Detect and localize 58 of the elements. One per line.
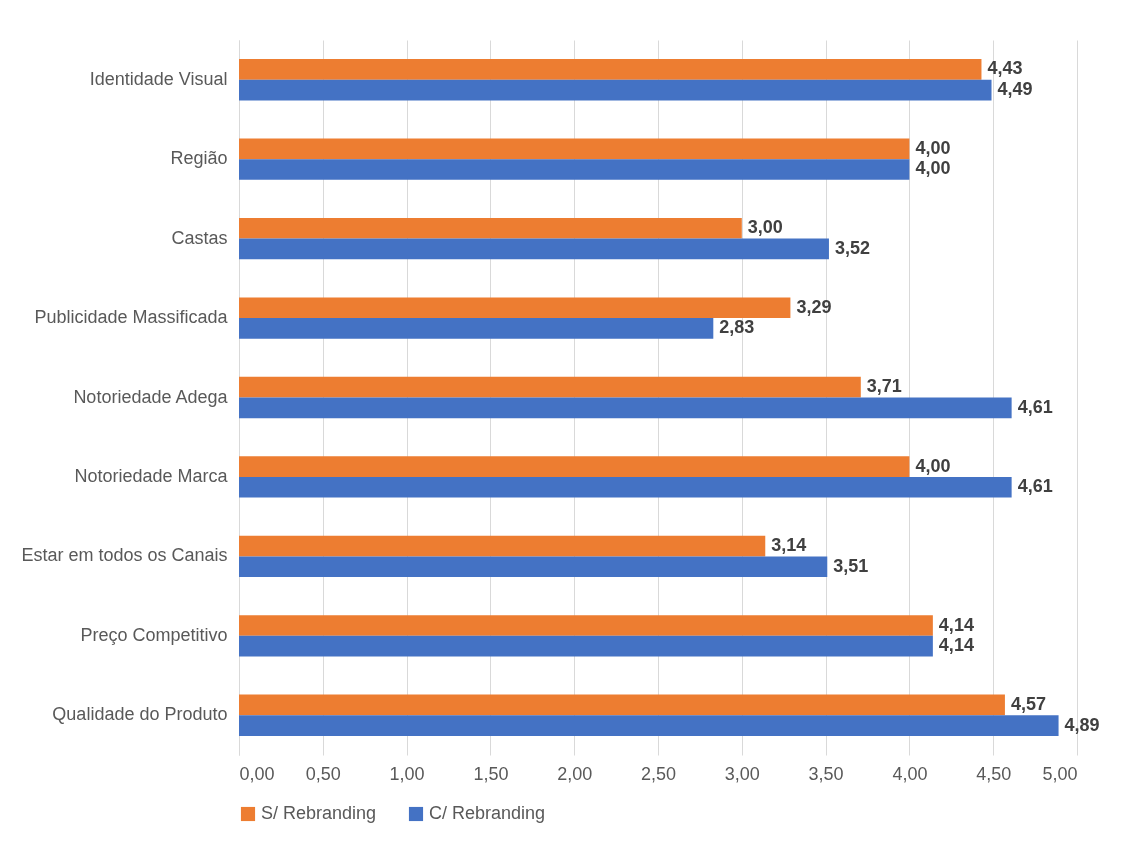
x-tick-label: 2,50 <box>640 763 677 784</box>
data-label: 4,00 <box>915 158 951 179</box>
data-label: 3,29 <box>796 296 832 317</box>
x-tick-label: 5,00 <box>1042 763 1078 784</box>
data-label: 4,00 <box>915 455 951 476</box>
x-tick-label: 1,50 <box>473 763 509 784</box>
x-tick-label: 1,00 <box>389 763 425 784</box>
data-label: 4,61 <box>1017 476 1053 497</box>
bar <box>239 556 828 578</box>
y-tick-label: Qualidade do Produto <box>52 704 228 725</box>
bar <box>239 376 861 398</box>
data-label: 4,49 <box>997 79 1033 100</box>
x-tick-label: 4,50 <box>976 763 1012 784</box>
bar <box>239 297 791 319</box>
bar <box>239 535 766 557</box>
x-tick-label: 3,50 <box>808 763 844 784</box>
data-label: 3,14 <box>771 535 807 556</box>
data-label: 3,51 <box>833 555 869 576</box>
data-label: 4,61 <box>1017 396 1053 417</box>
y-tick-label: Preço Competitivo <box>80 624 228 645</box>
x-tick-label: 0,00 <box>239 763 275 784</box>
data-label: 4,89 <box>1064 714 1100 735</box>
data-label: 3,71 <box>866 376 902 397</box>
bar <box>239 217 742 239</box>
y-tick-label: Notoriedade Marca <box>74 465 229 486</box>
bar <box>239 79 992 101</box>
bar <box>239 138 910 160</box>
y-tick-label: Região <box>170 148 228 169</box>
y-tick-label: Notoriedade Adega <box>73 386 229 407</box>
bar <box>239 694 1005 716</box>
data-label: 3,52 <box>834 237 870 258</box>
y-tick-label: Publicidade Massificada <box>34 307 229 328</box>
x-tick-label: 3,00 <box>724 763 760 784</box>
bar <box>239 476 1012 498</box>
y-tick-label: Castas <box>171 227 228 248</box>
bar <box>239 397 1012 419</box>
legend-label: S/ Rebranding <box>261 803 377 823</box>
bar <box>239 318 714 339</box>
legend-label: C/ Rebranding <box>429 803 546 823</box>
y-tick-label: Estar em todos os Canais <box>21 545 228 566</box>
data-label: 4,43 <box>987 58 1023 79</box>
data-label: 3,00 <box>747 217 783 238</box>
bar <box>239 159 910 180</box>
bar <box>239 635 933 657</box>
data-label: 4,00 <box>915 137 951 158</box>
bar <box>239 715 1059 736</box>
bar <box>239 238 829 260</box>
data-label: 4,14 <box>938 614 974 635</box>
x-tick-label: 4,00 <box>892 763 928 784</box>
x-tick-label: 0,50 <box>305 763 341 784</box>
data-label: 4,57 <box>1010 693 1046 714</box>
bar <box>239 615 933 636</box>
data-label: 2,83 <box>719 317 755 338</box>
data-label: 4,14 <box>938 635 974 656</box>
bar <box>239 456 910 477</box>
y-tick-label: Identidade Visual <box>89 68 228 89</box>
x-tick-label: 2,00 <box>557 763 593 784</box>
bar <box>239 59 982 80</box>
